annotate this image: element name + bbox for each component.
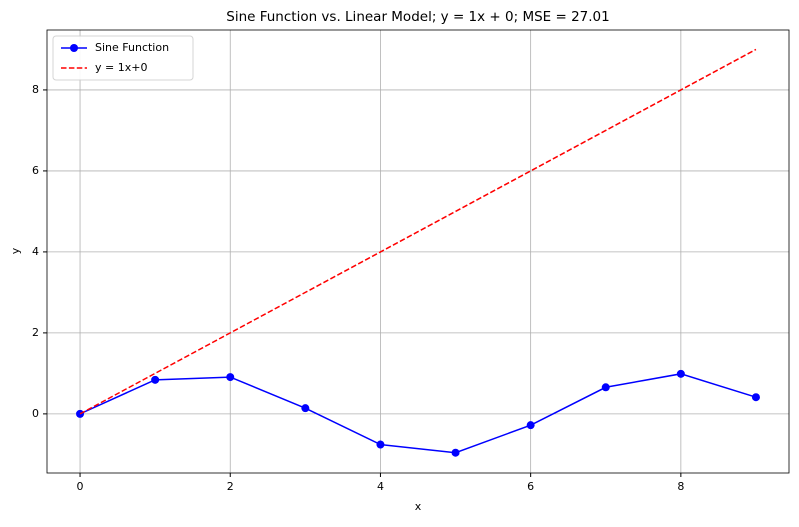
point bbox=[226, 373, 235, 382]
x-axis-label: x bbox=[415, 500, 422, 513]
x-tick-label: 0 bbox=[77, 480, 84, 493]
point bbox=[751, 393, 760, 402]
y-tick-label: 0 bbox=[32, 407, 39, 420]
series-line bbox=[79, 48, 757, 415]
y-axis-label: y bbox=[9, 247, 22, 254]
legend-box bbox=[52, 35, 194, 81]
y-tick-label: 4 bbox=[32, 245, 39, 258]
point bbox=[601, 383, 610, 392]
point bbox=[151, 375, 160, 384]
point bbox=[376, 440, 385, 449]
point bbox=[451, 448, 460, 457]
legend-label: y = 1x+0 bbox=[95, 61, 147, 74]
x-tick-label: 8 bbox=[677, 480, 684, 493]
x-tick-label: 6 bbox=[527, 480, 534, 493]
point bbox=[301, 404, 310, 413]
x-tick-label: 2 bbox=[227, 480, 234, 493]
series-line bbox=[79, 373, 757, 454]
y-tick-label: 8 bbox=[32, 83, 39, 96]
point bbox=[676, 369, 685, 378]
legend-label: Sine Function bbox=[95, 41, 169, 54]
point bbox=[526, 421, 535, 430]
y-tick-label: 6 bbox=[32, 164, 39, 177]
y-tick-label: 2 bbox=[32, 326, 39, 339]
plot-frame bbox=[46, 29, 790, 474]
x-tick-label: 4 bbox=[377, 480, 384, 493]
chart-title: Sine Function vs. Linear Model; y = 1x +… bbox=[226, 9, 609, 25]
legend-marker bbox=[70, 44, 78, 52]
